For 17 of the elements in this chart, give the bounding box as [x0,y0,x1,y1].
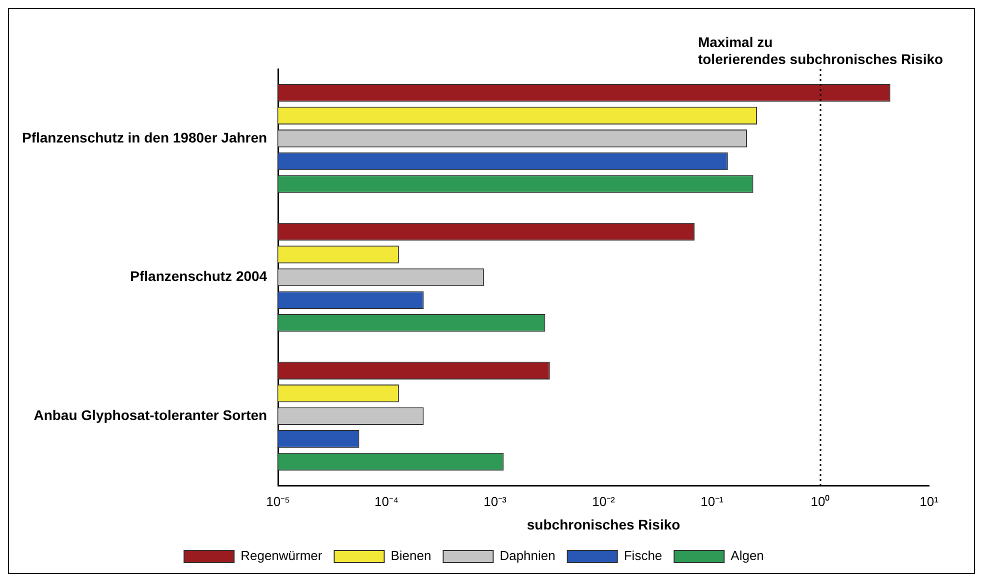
x-tick-label: 10⁻⁴ [374,494,399,509]
legend-label: Daphnien [500,548,556,564]
y-tick-label: Pflanzenschutz 2004 [130,268,268,284]
x-tick-label: 10⁻¹ [700,494,724,509]
y-tick-label: Pflanzenschutz in den 1980er Jahren [22,129,268,146]
x-tick-label: 10¹ [920,494,940,509]
legend-label: Bienen [390,548,432,564]
x-axis-title: subchronisches Risiko [526,516,680,532]
x-tick-label: 10⁻³ [484,494,508,509]
ref-line-label: Maximal zu tolerierendes subchronisches Risiko [698,34,944,67]
x-tick-label: 10⁻⁵ [266,494,290,509]
legend-label: Regenwürmer [240,548,323,564]
x-tick-label: 10⁰ [810,494,830,509]
x-tick-label: 10⁻² [592,494,616,509]
y-tick-label: Anbau Glyphosat-toleranter Sorten [34,407,268,424]
legend-label: Algen [730,548,764,564]
legend-label: Fische [624,548,662,564]
